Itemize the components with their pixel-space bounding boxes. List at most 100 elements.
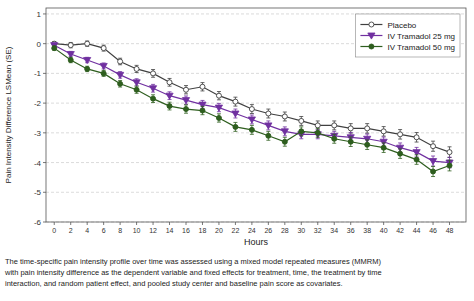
data-point <box>101 71 106 76</box>
error-bar <box>102 45 106 51</box>
legend-marker <box>369 44 374 49</box>
x-tick-label: 18 <box>199 227 207 234</box>
error-bar <box>299 116 303 125</box>
data-point <box>68 43 73 48</box>
data-point <box>381 145 386 150</box>
data-point <box>282 114 287 119</box>
error-bar <box>102 70 106 76</box>
error-bar <box>233 122 237 131</box>
error-bar <box>332 134 336 143</box>
error-bar <box>332 121 336 130</box>
series <box>52 41 452 158</box>
x-tick <box>334 222 335 225</box>
error-bar <box>184 105 188 113</box>
x-tick-label: 20 <box>215 227 223 234</box>
error-bar <box>349 124 353 134</box>
data-point <box>117 72 124 78</box>
error-bar <box>382 143 386 153</box>
x-tick <box>54 222 55 225</box>
x-tick-label: 6 <box>102 227 106 234</box>
x-tick <box>350 222 351 225</box>
data-point <box>84 57 91 63</box>
x-tick-label: 28 <box>281 227 289 234</box>
data-point <box>200 84 205 89</box>
error-bar <box>168 78 172 86</box>
data-point <box>151 71 156 76</box>
y-tick-label: -5 <box>34 188 42 197</box>
series-line <box>54 48 449 171</box>
x-tick-label: 8 <box>118 227 122 234</box>
error-bar <box>118 58 122 65</box>
data-point <box>265 123 272 129</box>
error-bar <box>365 124 369 134</box>
error-bar <box>217 114 221 122</box>
data-point <box>299 129 304 134</box>
data-point <box>85 41 90 46</box>
error-bar <box>398 130 402 140</box>
data-point <box>249 127 254 132</box>
error-bar <box>200 83 204 91</box>
y-axis-label: Pain Intensity Difference LSMean (SE) <box>4 46 13 183</box>
data-point <box>282 139 287 144</box>
data-point <box>398 132 403 137</box>
x-tick-label: 48 <box>446 227 454 234</box>
error-bar <box>151 70 155 78</box>
grid-line <box>46 162 466 163</box>
data-point <box>52 46 57 51</box>
data-point <box>414 157 419 162</box>
error-bar <box>250 105 254 114</box>
y-tick <box>43 222 46 223</box>
error-bar <box>135 65 139 72</box>
data-point <box>447 163 452 168</box>
x-tick <box>383 222 384 225</box>
data-point <box>365 142 370 147</box>
data-point <box>167 80 172 85</box>
x-tick <box>186 222 187 225</box>
y-tick-label: -6 <box>34 218 42 227</box>
data-point <box>248 117 255 123</box>
x-tick-label: 32 <box>314 227 322 234</box>
data-point <box>134 66 139 71</box>
x-tick <box>202 222 203 225</box>
x-tick <box>433 222 434 225</box>
error-bar <box>415 133 419 143</box>
x-tick-label: 26 <box>264 227 272 234</box>
error-bar <box>415 155 419 165</box>
grid-line <box>46 132 466 133</box>
data-point <box>348 126 353 131</box>
caption: The time-specific pain intensity profile… <box>5 257 381 266</box>
error-bar <box>349 137 353 147</box>
legend-label: IV Tramadol 25 mg <box>387 32 455 41</box>
y-tick-label: -2 <box>34 99 42 108</box>
data-point <box>200 108 205 113</box>
y-tick-label: -1 <box>34 69 42 78</box>
y-tick-label: 0 <box>37 40 42 49</box>
error-bar <box>168 102 172 110</box>
series <box>52 46 452 177</box>
x-tick <box>218 222 219 225</box>
error-bar <box>448 147 452 158</box>
error-bar <box>382 127 386 137</box>
x-tick <box>268 222 269 225</box>
x-tick <box>301 222 302 225</box>
error-bar <box>299 127 303 136</box>
error-bar <box>217 92 221 100</box>
data-point <box>184 107 189 112</box>
x-tick <box>416 222 417 225</box>
x-tick-label: 4 <box>85 227 89 234</box>
data-point <box>215 105 222 111</box>
x-tick-label: 22 <box>232 227 240 234</box>
chart: 10-1-2-3-4-5-602468101214161820222426283… <box>0 0 474 301</box>
error-bar <box>52 46 56 50</box>
x-tick <box>103 222 104 225</box>
x-tick <box>153 222 154 225</box>
data-point <box>249 107 254 112</box>
data-point <box>233 99 238 104</box>
data-point <box>381 129 386 134</box>
error-bar <box>85 41 89 46</box>
x-tick <box>87 222 88 225</box>
error-bar <box>266 109 270 118</box>
error-bar <box>448 160 452 171</box>
y-tick <box>43 162 46 163</box>
data-point <box>85 66 90 71</box>
